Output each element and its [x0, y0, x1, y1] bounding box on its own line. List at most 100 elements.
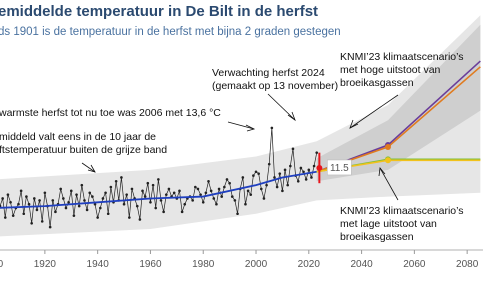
observed-point	[83, 199, 86, 202]
annotation: met hoge uitstoot van	[340, 64, 441, 76]
observed-point	[289, 164, 292, 168]
observed-point	[296, 179, 300, 183]
observed-point	[262, 197, 266, 200]
observed-point	[265, 183, 268, 187]
observed-point	[302, 170, 305, 174]
observed-point	[54, 210, 57, 214]
observed-point	[22, 212, 26, 216]
observed-point	[241, 176, 245, 179]
observed-point	[33, 197, 36, 200]
observed-point	[220, 195, 224, 198]
observed-point	[149, 200, 152, 204]
observed-point	[162, 210, 165, 214]
observed-point	[196, 187, 200, 191]
observed-point	[278, 172, 282, 175]
observed-point	[59, 187, 63, 191]
annotation: KNMI’23 klimaatscenario’s	[340, 205, 464, 217]
observed-point	[43, 191, 47, 195]
observed-point	[35, 208, 39, 212]
observed-point	[249, 193, 253, 196]
observed-point	[212, 197, 216, 200]
observed-point	[11, 214, 15, 217]
observed-point	[30, 221, 33, 225]
annotation: middeld valt eens in de 10 jaar de	[0, 131, 156, 143]
observed-point	[286, 183, 289, 187]
observed-point	[69, 189, 73, 193]
observed-point	[281, 189, 284, 193]
x-tick-label: 1920	[34, 259, 57, 270]
observed-point	[77, 204, 81, 208]
observed-point	[154, 206, 158, 210]
observed-point	[267, 162, 271, 166]
observed-point	[310, 176, 313, 179]
observed-point	[304, 178, 308, 181]
observed-point	[91, 195, 94, 198]
observed-point	[135, 204, 139, 208]
trend-line	[0, 170, 317, 209]
scenario-knot	[384, 157, 391, 164]
observed-point	[109, 185, 113, 189]
forecast-point	[316, 164, 323, 171]
observed-point	[122, 202, 126, 206]
observed-point	[315, 151, 319, 154]
x-tick-label: 2040	[350, 259, 373, 270]
annotation: (gemaakt op 13 november)	[212, 80, 338, 92]
observed-point	[259, 187, 263, 191]
observed-point	[207, 179, 210, 183]
chart-title: emiddelde temperatuur in De Bilt in de h…	[0, 3, 318, 20]
observed-point	[164, 193, 168, 196]
x-tick-label: 2020	[298, 259, 321, 270]
annotation: broeikasgassen	[340, 231, 414, 243]
x-tick-label: 2000	[245, 259, 268, 270]
observed-point	[146, 181, 150, 185]
observed-point	[230, 195, 234, 198]
chart-subtitle: ds 1901 is de temperatuur in de herfst m…	[0, 26, 341, 38]
arrows	[81, 93, 399, 201]
observed-point	[141, 189, 144, 193]
observed-point	[307, 168, 311, 172]
observed-point	[72, 214, 76, 217]
observed-point	[291, 147, 295, 151]
observed-point	[106, 212, 110, 216]
x-tick-label: 1960	[139, 259, 162, 270]
observed-point	[244, 202, 247, 206]
observed-point	[38, 199, 41, 202]
observed-point	[159, 199, 163, 202]
observed-point	[201, 200, 205, 204]
annotation: warmste herfst tot nu toe was 2006 met 1…	[0, 107, 221, 119]
observed-point	[80, 183, 84, 187]
x-tick-label: 2060	[403, 259, 426, 270]
observed-point	[191, 199, 194, 202]
observed-point	[270, 126, 274, 130]
annotation: KNMI’23 klimaatscenario’s	[340, 51, 464, 63]
observed-point	[101, 197, 105, 200]
observed-point	[254, 170, 258, 174]
observed-point	[64, 206, 68, 210]
observed-point	[172, 191, 176, 195]
observed-point	[215, 202, 218, 206]
band	[0, 15, 481, 237]
observed-point	[138, 218, 142, 221]
observed-point	[125, 193, 128, 196]
observed-point	[3, 216, 7, 219]
observed-point	[98, 206, 102, 210]
observed-point	[120, 176, 123, 179]
observed-point	[93, 202, 97, 206]
x-tick-label: 1980	[192, 259, 215, 270]
observed-point	[283, 168, 287, 172]
observed-point	[88, 191, 92, 195]
observed-point	[225, 178, 229, 181]
observed-point	[199, 193, 202, 196]
observed-point	[27, 202, 31, 206]
observed-point	[299, 166, 303, 170]
forecast-label-box	[327, 159, 352, 176]
observed-point	[17, 202, 20, 206]
forecast-label: 11.5	[330, 163, 349, 174]
observed-point	[6, 193, 10, 196]
observed-point	[157, 178, 160, 181]
observed-point	[104, 191, 107, 195]
observed-point	[96, 216, 99, 219]
observed-point	[9, 200, 12, 204]
